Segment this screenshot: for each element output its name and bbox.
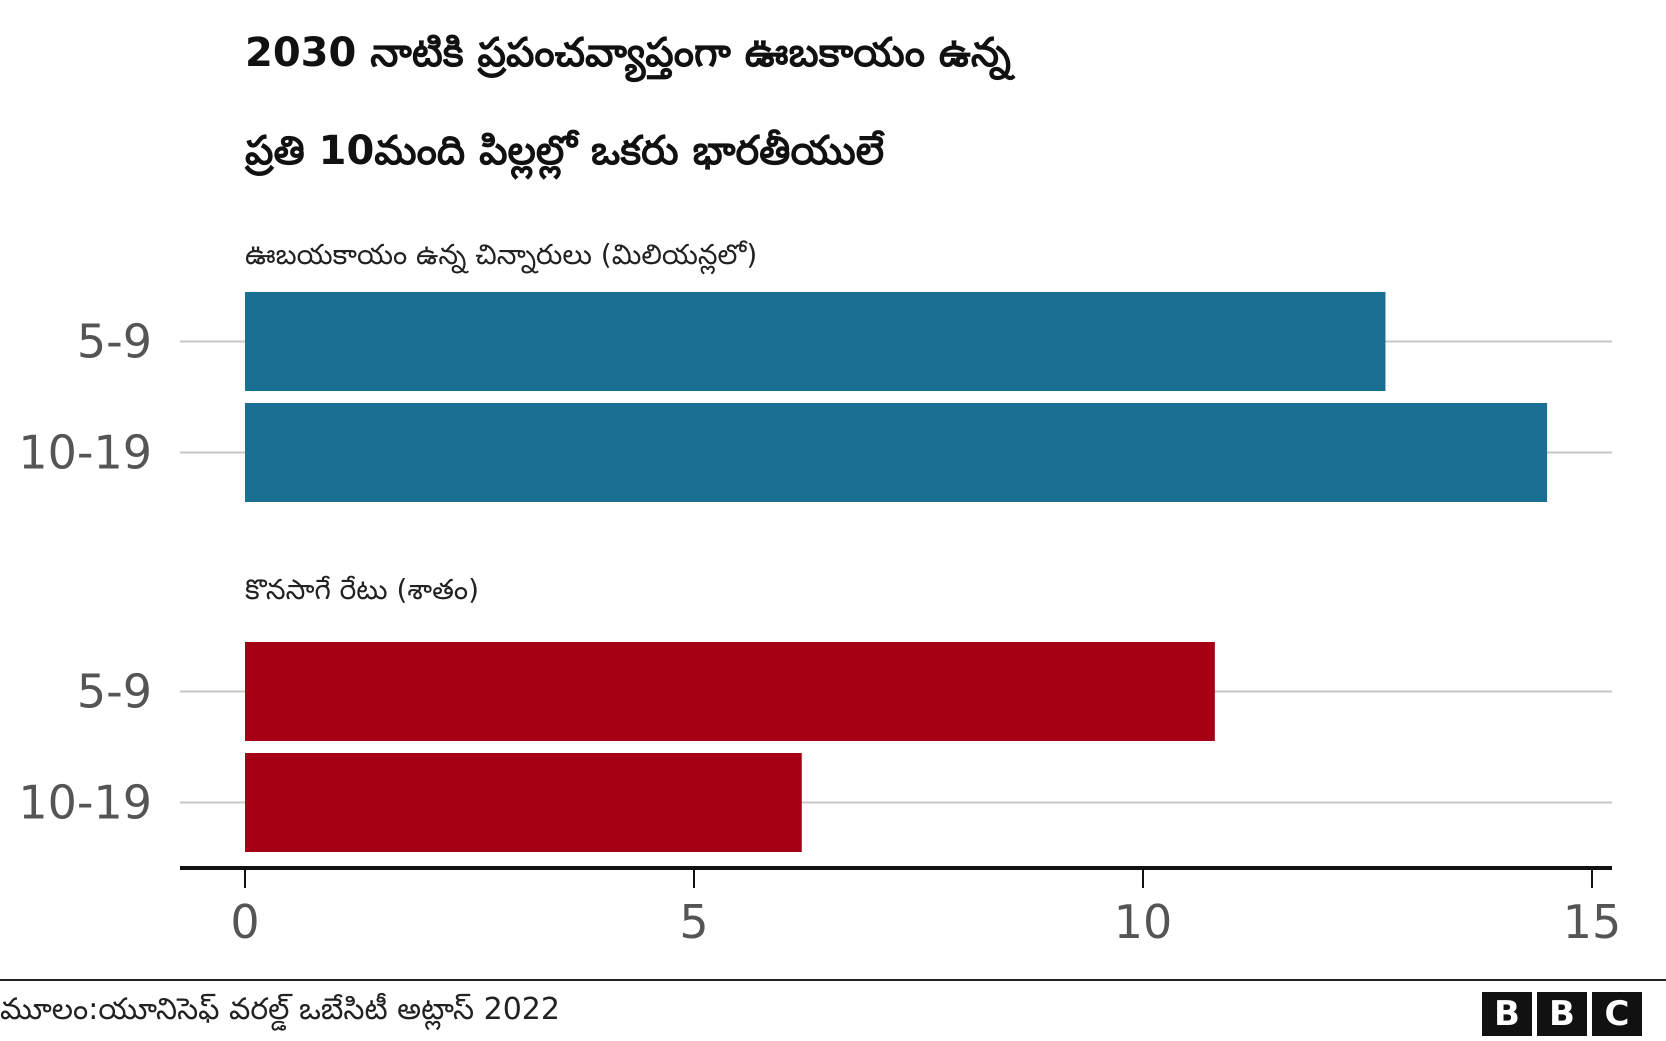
panel-2-subtitle: కొనసాగే రేటు (శాతం): [245, 573, 479, 606]
x-tick-label: 0: [230, 895, 259, 949]
bbc-logo-letter: B: [1482, 992, 1532, 1036]
category-label: 5-9: [77, 665, 152, 719]
category-label: 10-19: [18, 776, 152, 830]
chart-title-line-2: ప్రతి 10మంది పిల్లల్లో ఒకరు భారతీయులే: [245, 128, 885, 174]
x-tick-label: 5: [679, 895, 708, 949]
bbc-logo-letter: C: [1592, 992, 1642, 1036]
bar: [245, 403, 1548, 502]
bar-chart: 5-9 10-19 5-9 10-19 0 5 10 15: [18, 292, 1622, 949]
bar: [245, 753, 802, 852]
source-note: మూలం:యూనిసెఫ్ వరల్డ్ ఒబేసిటీ అట్లాస్ 202…: [0, 992, 560, 1027]
chart-title-line-1: 2030 నాటికి ప్రపంచవ్యాప్తంగా ఊబకాయం ఉన్న: [245, 30, 1011, 76]
panel-1-subtitle: ఊబయకాయం ఉన్న చిన్నారులు (మిలియన్లలో): [245, 238, 758, 271]
bar: [245, 292, 1386, 391]
bar: [245, 642, 1215, 741]
category-label: 10-19: [18, 426, 152, 480]
bbc-logo: B B C: [1482, 992, 1642, 1036]
bbc-logo-letter: B: [1537, 992, 1587, 1036]
x-tick-label: 15: [1563, 895, 1622, 949]
footer-divider: [0, 979, 1666, 981]
category-label: 5-9: [77, 315, 152, 369]
x-tick-label: 10: [1114, 895, 1173, 949]
